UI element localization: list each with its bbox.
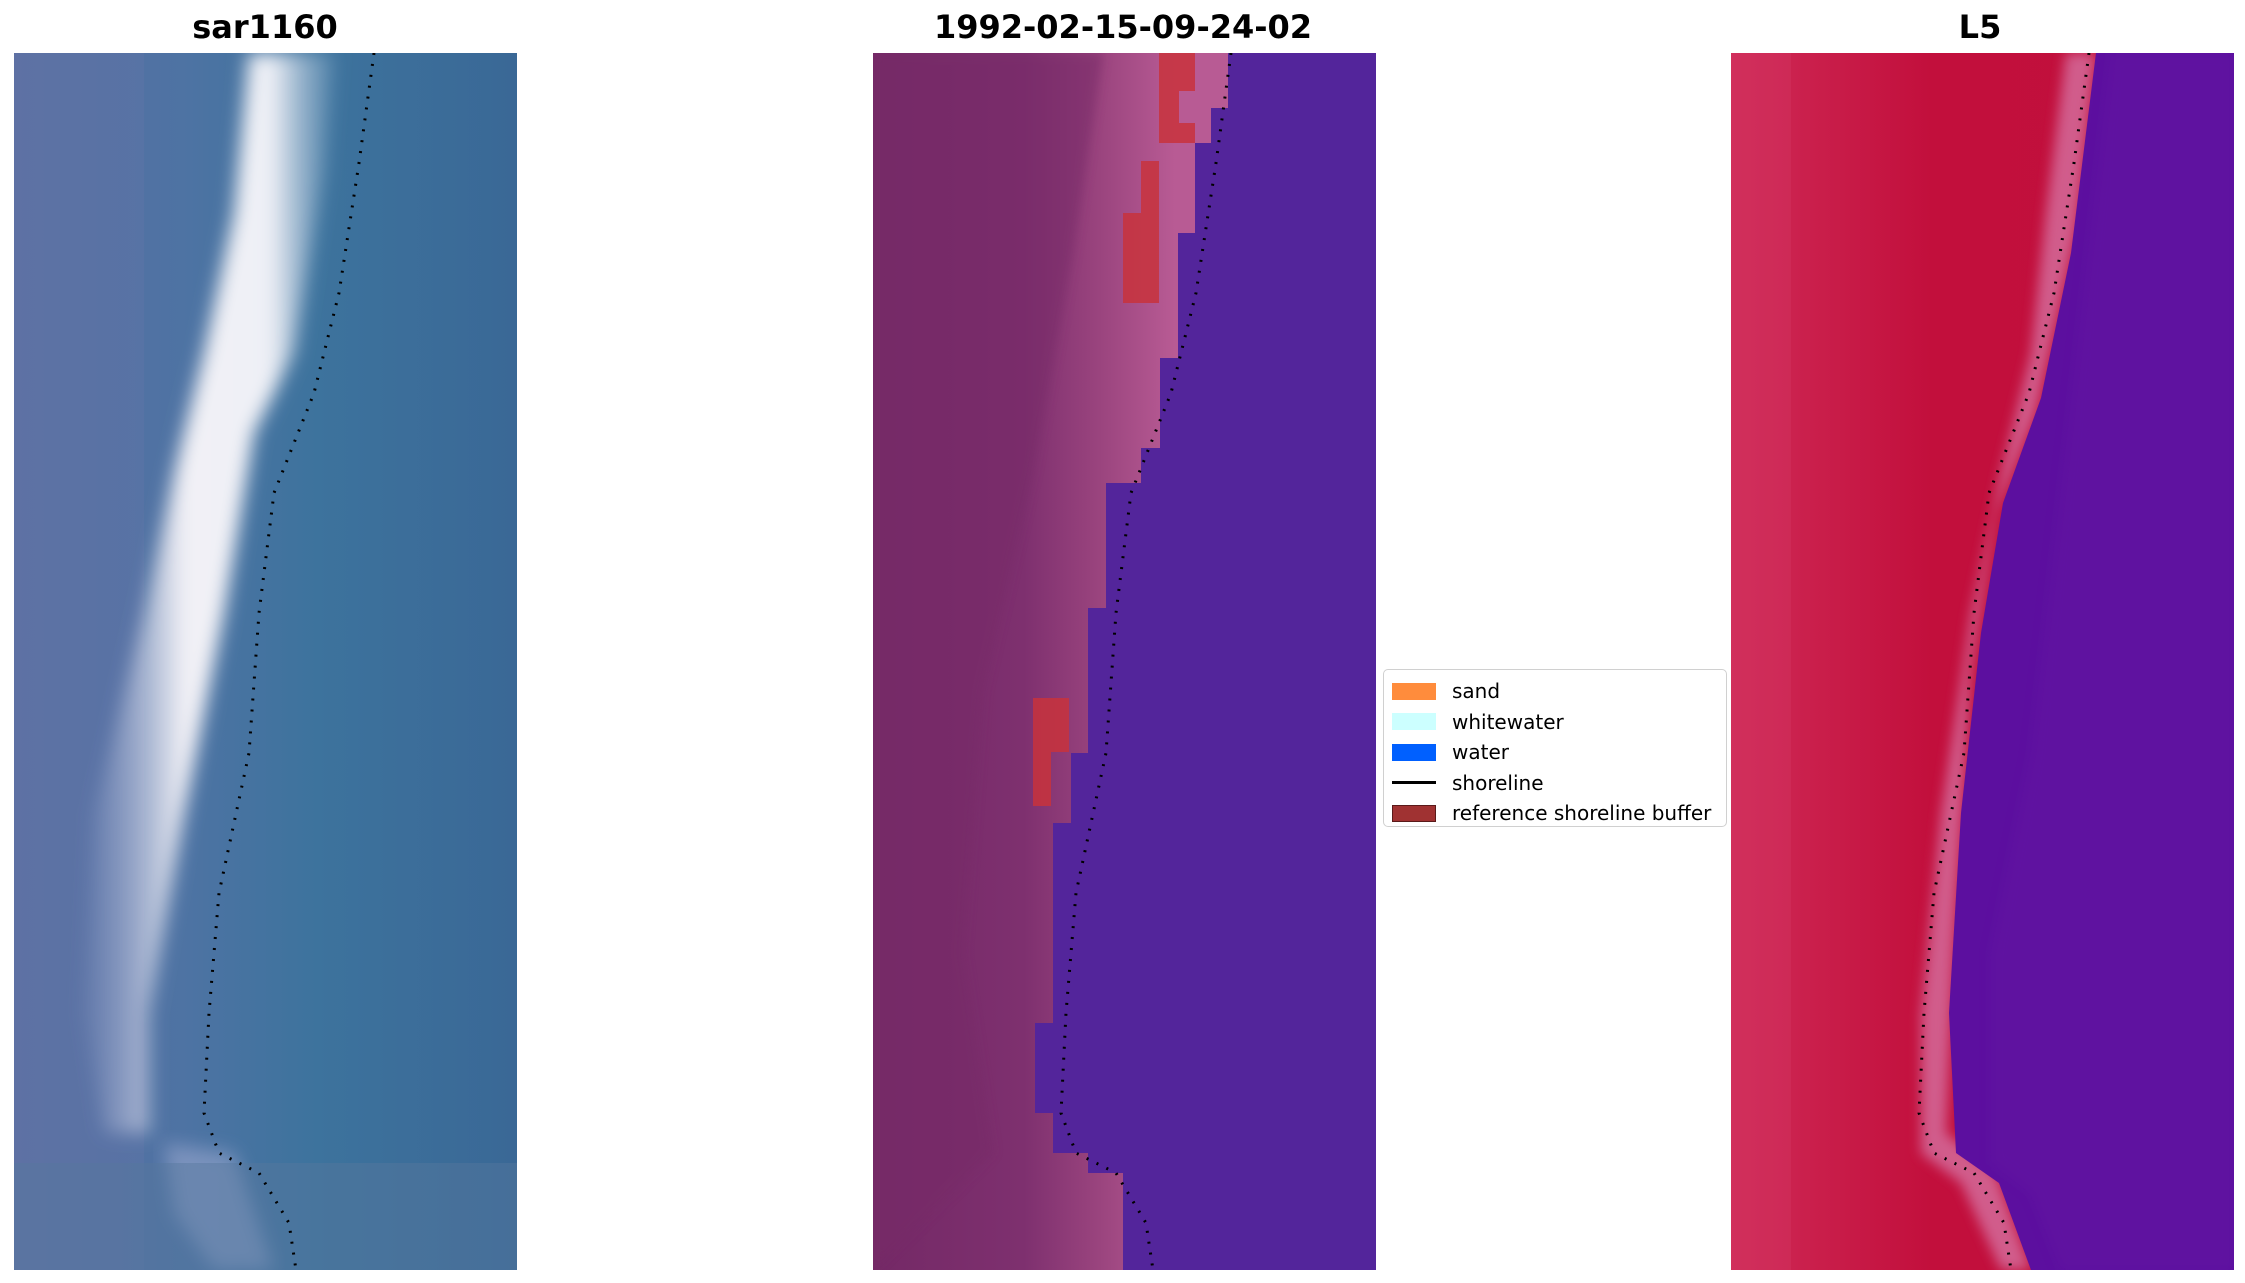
legend: sand whitewater water shoreline referenc… — [1383, 669, 1727, 827]
legend-label: whitewater — [1452, 709, 1564, 734]
legend-label: shoreline — [1452, 770, 1544, 795]
classification-panel — [873, 53, 1376, 1270]
panel-title-classification: 1992-02-15-09-24-02 — [933, 8, 1313, 46]
panel-title-index: L5 — [1958, 8, 2002, 46]
index-panel — [1731, 53, 2234, 1270]
legend-swatch-reference-buffer — [1392, 804, 1436, 822]
index-image — [1731, 53, 2234, 1270]
shoreline-overlay-index — [1917, 53, 2091, 1270]
legend-item-shoreline: shoreline — [1392, 768, 1718, 799]
legend-item-whitewater: whitewater — [1392, 707, 1718, 738]
legend-line-shoreline — [1392, 781, 1436, 785]
rgb-image-panel — [14, 53, 517, 1270]
classified-image — [873, 53, 1376, 1270]
legend-swatch-whitewater — [1392, 713, 1436, 731]
legend-swatch-water — [1392, 743, 1436, 761]
rgb-satellite-image — [14, 53, 517, 1270]
legend-label: sand — [1452, 679, 1501, 704]
legend-item-reference-buffer: reference shoreline buffer — [1392, 798, 1718, 829]
shoreline-overlay-rgb — [202, 53, 376, 1270]
legend-swatch-sand — [1392, 682, 1436, 700]
shoreline-overlay-classification — [1059, 53, 1233, 1270]
panel-title-rgb: sar1160 — [192, 8, 338, 46]
legend-item-water: water — [1392, 737, 1718, 768]
legend-label: reference shoreline buffer — [1452, 801, 1712, 826]
legend-label: water — [1452, 740, 1509, 765]
legend-item-sand: sand — [1392, 676, 1718, 707]
